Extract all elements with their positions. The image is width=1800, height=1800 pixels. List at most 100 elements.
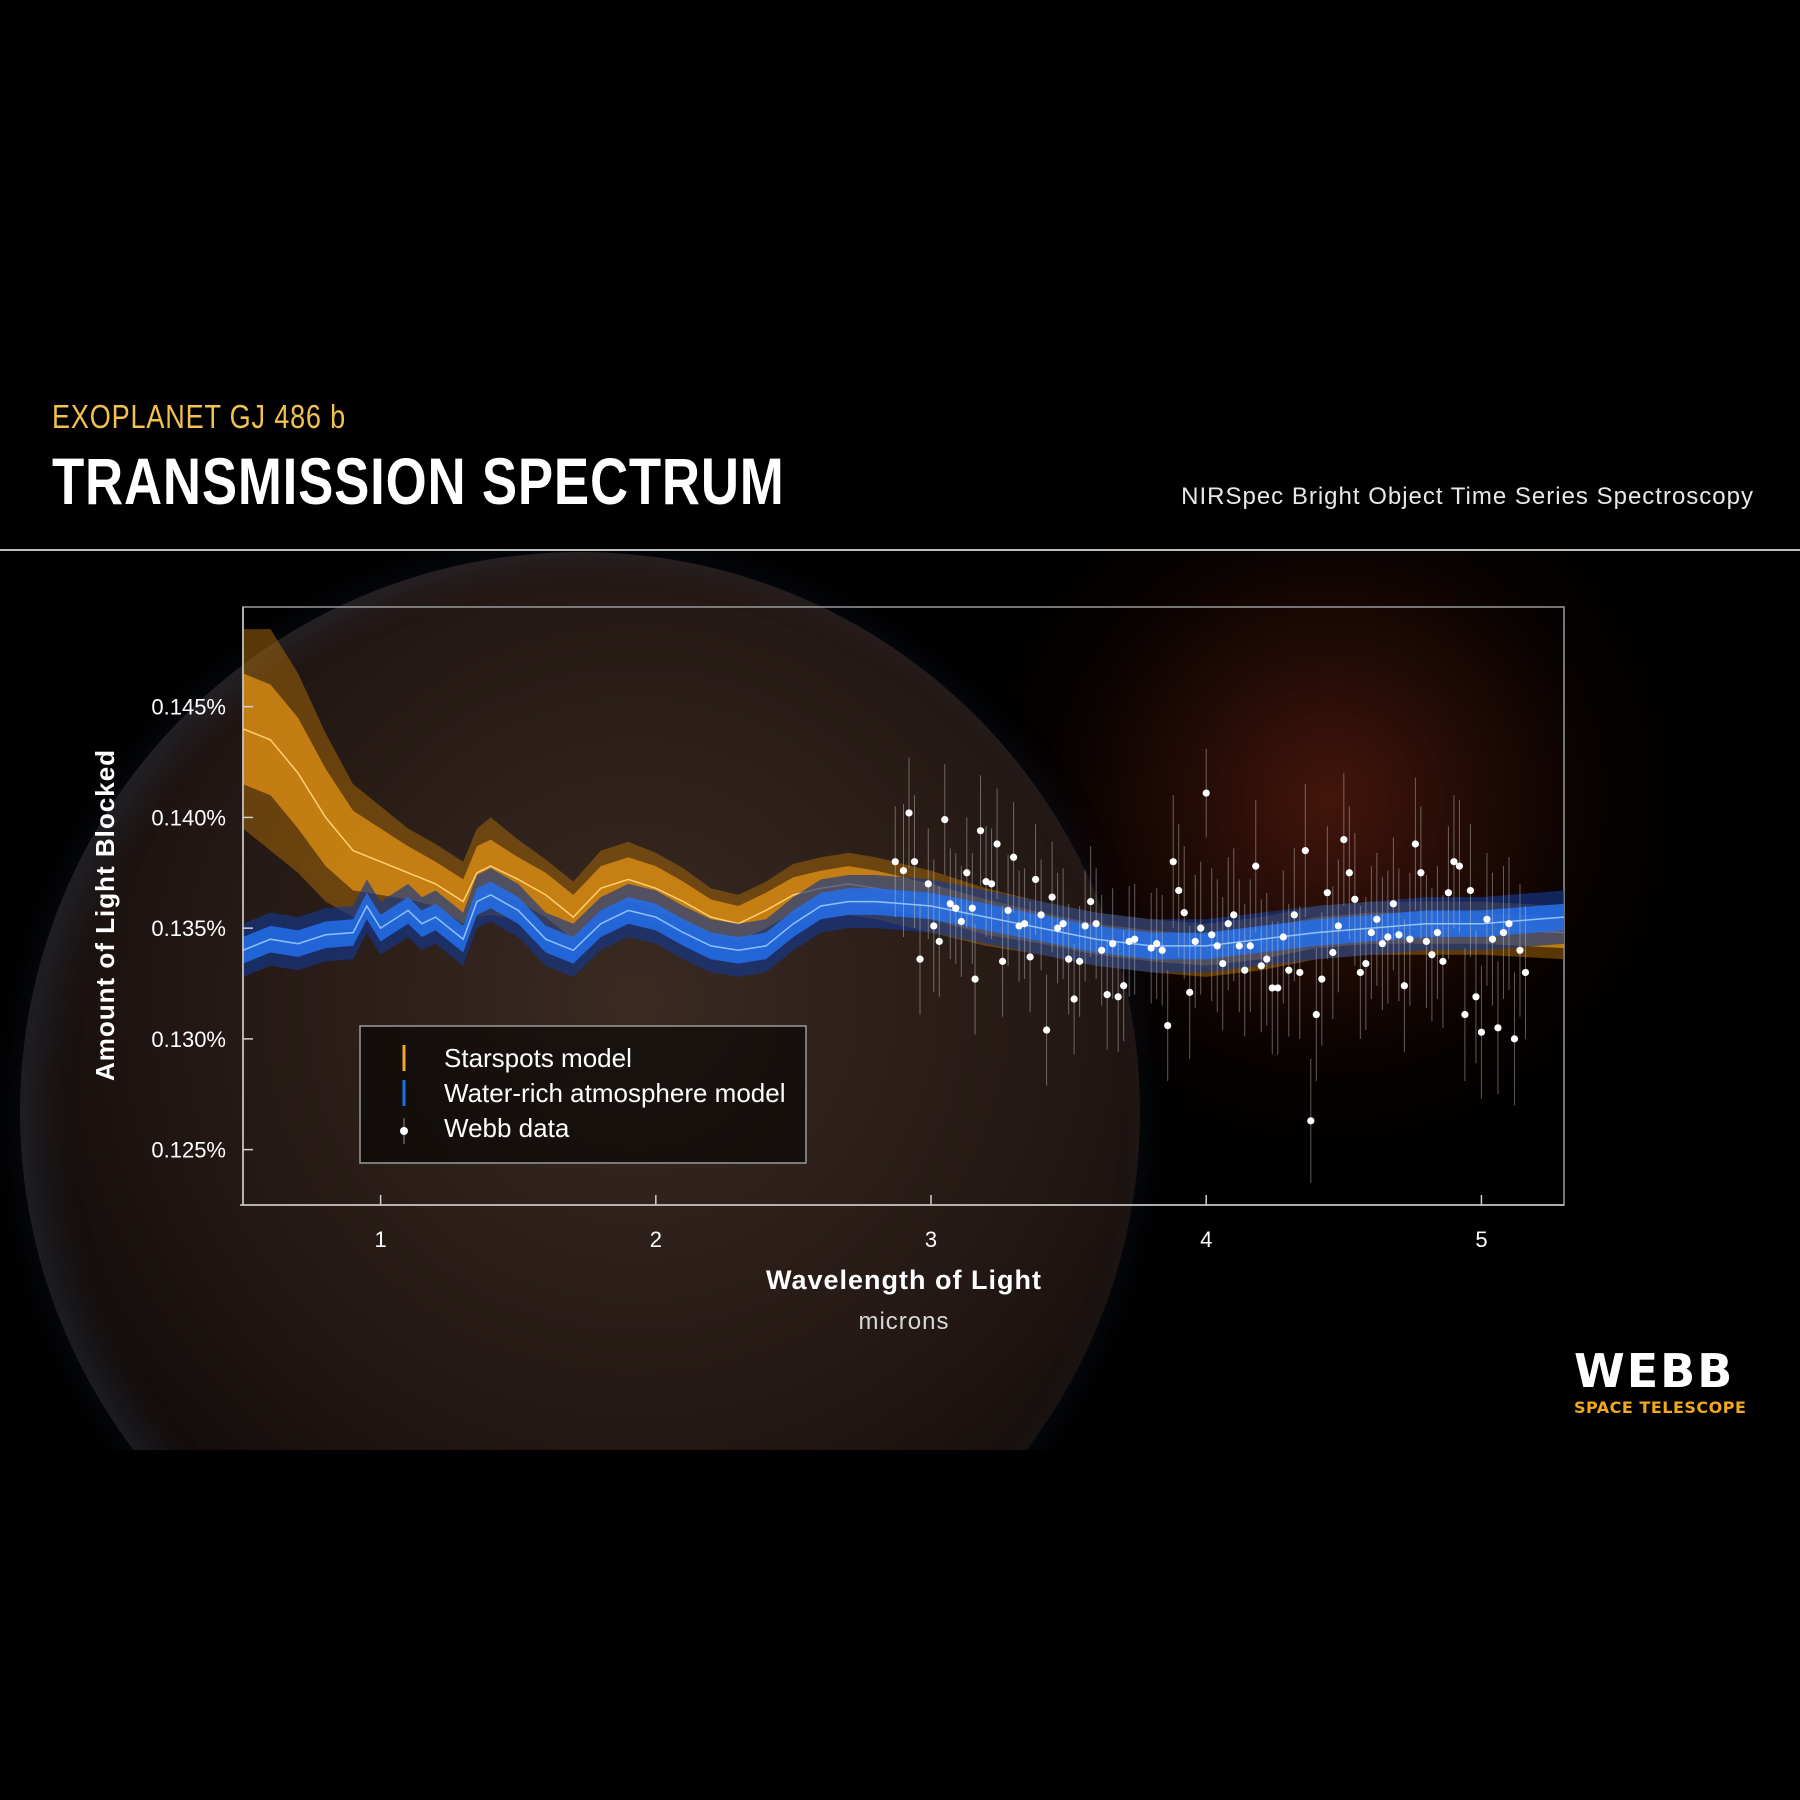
data-point bbox=[1307, 1117, 1315, 1125]
data-point bbox=[924, 880, 932, 888]
data-point bbox=[905, 809, 913, 817]
data-point bbox=[1048, 893, 1056, 901]
data-point bbox=[1043, 1026, 1051, 1034]
data-point bbox=[1323, 889, 1331, 897]
data-point bbox=[1362, 959, 1370, 968]
data-point bbox=[916, 955, 924, 963]
x-axis-label: Wavelength of Light bbox=[766, 1265, 1042, 1295]
data-point bbox=[1494, 1024, 1502, 1032]
data-point bbox=[1455, 862, 1464, 870]
data-point bbox=[1191, 937, 1199, 946]
webb-data-points bbox=[891, 748, 1530, 1183]
data-point bbox=[968, 904, 976, 912]
data-point bbox=[976, 827, 985, 835]
data-point bbox=[1109, 940, 1117, 948]
x-tick-label: 4 bbox=[1200, 1227, 1212, 1252]
data-point bbox=[935, 937, 943, 946]
legend-box bbox=[359, 1025, 807, 1164]
data-point bbox=[910, 858, 919, 866]
data-point bbox=[952, 904, 960, 912]
data-point bbox=[1373, 915, 1381, 923]
data-point bbox=[1076, 957, 1084, 965]
data-point bbox=[1103, 990, 1111, 999]
data-point bbox=[1202, 789, 1210, 797]
data-point bbox=[1483, 915, 1491, 923]
data-point bbox=[1197, 924, 1205, 932]
data-point bbox=[1384, 933, 1392, 941]
data-point bbox=[1004, 906, 1012, 915]
webb-logo-tagline: SPACE TELESCOPE bbox=[1574, 1398, 1747, 1417]
data-point bbox=[1015, 922, 1023, 930]
data-point bbox=[1428, 951, 1436, 959]
data-point bbox=[1510, 1035, 1519, 1043]
data-point bbox=[1026, 953, 1034, 961]
data-point bbox=[1422, 937, 1430, 946]
data-point bbox=[1367, 928, 1375, 937]
page-title: TRANSMISSION SPECTRUM bbox=[52, 444, 785, 518]
data-point bbox=[1147, 944, 1155, 952]
data-point bbox=[1153, 940, 1161, 948]
data-point bbox=[1439, 957, 1447, 965]
model-bands bbox=[243, 629, 1564, 977]
data-point bbox=[1263, 955, 1271, 963]
data-point bbox=[1246, 942, 1254, 950]
data-point bbox=[1472, 993, 1480, 1001]
data-point bbox=[1411, 840, 1419, 848]
y-axis-label: Amount of Light Blocked bbox=[90, 749, 120, 1081]
data-point bbox=[1461, 1010, 1469, 1019]
data-point bbox=[891, 858, 899, 866]
data-point bbox=[1417, 869, 1425, 877]
data-point bbox=[1268, 984, 1276, 992]
data-point bbox=[1120, 982, 1128, 990]
data-point bbox=[1345, 869, 1353, 877]
data-point bbox=[1444, 889, 1453, 897]
data-point bbox=[1175, 886, 1183, 895]
data-point bbox=[1009, 853, 1018, 861]
data-point bbox=[963, 869, 971, 877]
data-point bbox=[1450, 858, 1458, 866]
water-model-line bbox=[243, 894, 1564, 952]
data-point bbox=[1477, 1028, 1486, 1036]
data-point bbox=[1400, 982, 1408, 990]
data-point bbox=[1164, 1022, 1172, 1030]
data-point bbox=[1037, 911, 1045, 919]
data-point bbox=[1059, 920, 1067, 928]
data-point bbox=[1213, 942, 1221, 950]
data-point bbox=[930, 922, 938, 930]
data-point bbox=[1092, 920, 1100, 928]
legend-data-label: Webb data bbox=[444, 1113, 570, 1143]
data-point bbox=[1406, 935, 1414, 943]
legend-starspots-label: Starspots model bbox=[444, 1043, 632, 1073]
data-point bbox=[1070, 995, 1078, 1003]
data-point bbox=[1499, 928, 1508, 937]
data-point bbox=[1521, 968, 1530, 977]
data-point bbox=[1318, 975, 1326, 983]
x-tick-label: 5 bbox=[1475, 1227, 1487, 1252]
data-point bbox=[1032, 875, 1040, 884]
data-point bbox=[1230, 911, 1238, 919]
data-point bbox=[1208, 931, 1216, 939]
data-point bbox=[1186, 988, 1194, 996]
data-point bbox=[1020, 920, 1029, 928]
data-point bbox=[1114, 993, 1122, 1001]
data-point bbox=[1098, 946, 1106, 954]
planet-illustration bbox=[20, 552, 1140, 1450]
data-point bbox=[1180, 909, 1188, 917]
data-point bbox=[1054, 924, 1062, 932]
data-point bbox=[1219, 959, 1227, 968]
x-tick-label: 1 bbox=[374, 1227, 386, 1252]
data-point bbox=[1301, 847, 1309, 855]
data-point bbox=[1087, 897, 1095, 906]
data-point bbox=[1235, 942, 1243, 950]
data-point bbox=[1433, 928, 1442, 937]
legend-data-swatch bbox=[400, 1127, 408, 1135]
data-point bbox=[941, 816, 949, 824]
data-point bbox=[993, 840, 1001, 848]
data-point bbox=[1488, 935, 1497, 943]
data-point bbox=[1312, 1010, 1320, 1019]
data-point bbox=[1224, 920, 1232, 928]
y-tick-label: 0.130% bbox=[151, 1027, 226, 1052]
y-tick-label: 0.135% bbox=[151, 916, 226, 941]
data-point bbox=[1065, 955, 1073, 963]
